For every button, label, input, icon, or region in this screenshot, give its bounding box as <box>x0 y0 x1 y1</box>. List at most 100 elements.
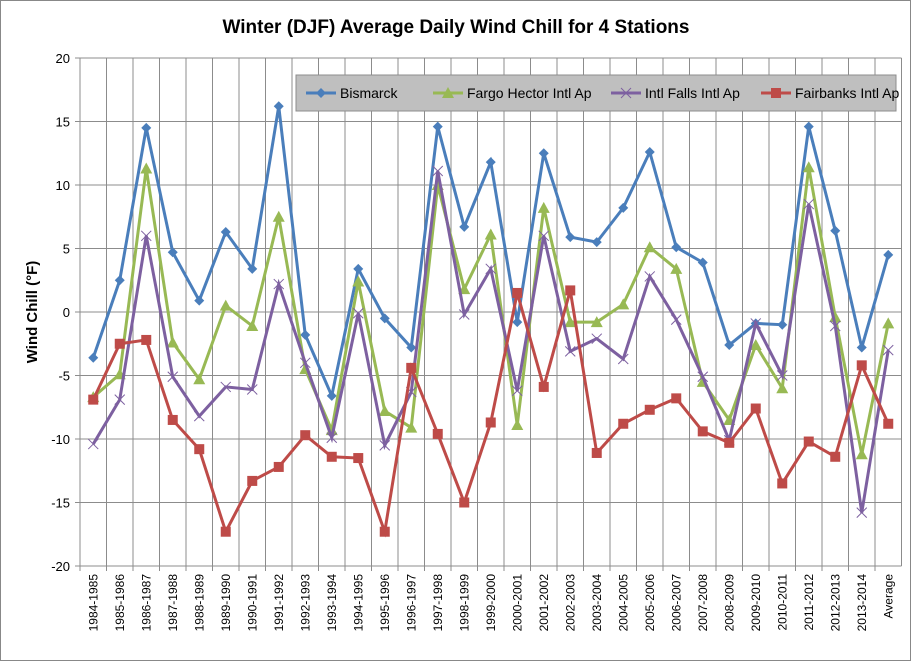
legend: Bismarck Fargo Hector Intl Ap Intl Falls I… <box>295 74 899 112</box>
x-tick-label: 1984-1985 <box>86 574 100 632</box>
data-point <box>300 430 311 441</box>
data-point <box>855 448 868 460</box>
data-point <box>193 410 205 422</box>
data-point <box>830 225 841 236</box>
legend-item: Intl Falls Intl Ap <box>611 85 740 101</box>
data-point <box>829 320 841 332</box>
data-point <box>140 162 153 174</box>
data-point <box>140 230 152 242</box>
legend-box <box>295 74 897 112</box>
data-point <box>379 439 391 451</box>
data-point <box>459 221 470 232</box>
x-tick-label: 1989-1990 <box>219 574 233 632</box>
data-point <box>220 526 231 537</box>
data-point <box>485 263 497 275</box>
data-point <box>246 319 259 331</box>
data-point <box>617 353 629 365</box>
data-point <box>353 263 364 274</box>
data-point <box>114 275 125 286</box>
data-point <box>141 334 152 345</box>
data-point <box>829 311 842 323</box>
series-fairbanks-intl-ap <box>88 285 894 538</box>
data-point <box>643 241 656 253</box>
data-point <box>219 299 232 311</box>
series-fargo-hector-intl-ap <box>87 161 895 460</box>
data-point <box>565 232 576 243</box>
data-point <box>326 390 337 401</box>
data-point <box>300 329 311 340</box>
data-point <box>88 352 99 363</box>
legend-item: Bismarck <box>306 85 399 101</box>
data-point <box>564 346 576 357</box>
data-point <box>802 161 815 173</box>
data-point <box>220 226 231 237</box>
data-point <box>776 370 788 381</box>
data-point <box>724 437 735 448</box>
data-point <box>565 285 576 296</box>
data-point <box>776 382 789 394</box>
data-point <box>485 157 496 168</box>
x-tick-label: 2000-2001 <box>510 574 524 632</box>
x-tick-label: 2002-2003 <box>563 574 577 632</box>
x-tick-label: 1990-1991 <box>245 574 259 632</box>
data-point <box>564 316 577 328</box>
data-point <box>141 122 152 133</box>
x-tick-label: 2003-2004 <box>590 574 604 632</box>
data-point <box>432 121 443 132</box>
legend-item: Fargo Hector Intl Ap <box>433 85 592 101</box>
triangle-icon <box>442 87 454 98</box>
data-point <box>803 121 814 132</box>
data-point <box>883 249 894 260</box>
data-point <box>246 384 258 395</box>
data-point <box>803 198 815 210</box>
data-point <box>750 403 761 414</box>
data-point <box>644 271 656 282</box>
y-tick-label: 20 <box>56 51 70 66</box>
data-point <box>856 342 867 353</box>
data-point <box>247 475 258 486</box>
x-tick-label: 2007-2008 <box>696 574 710 632</box>
data-point <box>830 451 841 462</box>
x-tick-label: 1986-1987 <box>139 574 153 632</box>
x-tick-label: 1994-1995 <box>351 574 365 632</box>
data-point <box>432 165 444 177</box>
y-tick-label: 5 <box>63 242 70 257</box>
data-point <box>459 497 470 508</box>
data-point <box>194 295 205 306</box>
data-point <box>883 418 894 429</box>
x-tick-label: 1993-1994 <box>325 574 339 632</box>
data-point <box>353 453 364 464</box>
y-tick-label: 15 <box>56 115 70 130</box>
y-tick-label: -20 <box>51 559 70 574</box>
data-point <box>538 148 549 159</box>
data-point <box>511 385 523 397</box>
x-tick-label: 2001-2002 <box>537 574 551 632</box>
data-point <box>882 344 894 356</box>
x-tick-label: 1988-1989 <box>192 574 206 632</box>
x-tick-label: Average <box>881 574 895 619</box>
y-tick-label: 0 <box>63 305 70 320</box>
data-point <box>194 444 205 455</box>
data-point <box>777 319 788 330</box>
data-point <box>856 360 867 371</box>
x-tick-label: 1998-1999 <box>457 574 471 632</box>
data-point <box>247 263 258 274</box>
data-point <box>405 421 418 433</box>
y-axis-label: Wind Chill (°F) <box>24 261 41 364</box>
data-point <box>299 357 311 369</box>
data-point <box>406 342 417 353</box>
data-point <box>273 461 284 472</box>
x-tick-label: 1999-2000 <box>484 574 498 632</box>
data-point <box>273 278 285 290</box>
data-point <box>644 404 655 415</box>
data-point <box>590 316 603 328</box>
data-point <box>591 447 602 458</box>
data-point <box>749 339 762 351</box>
data-point <box>220 381 232 393</box>
data-point <box>671 393 682 404</box>
data-point <box>87 438 99 450</box>
x-tick-label: 1992-1993 <box>298 574 312 632</box>
y-tick-label: -10 <box>51 432 70 447</box>
